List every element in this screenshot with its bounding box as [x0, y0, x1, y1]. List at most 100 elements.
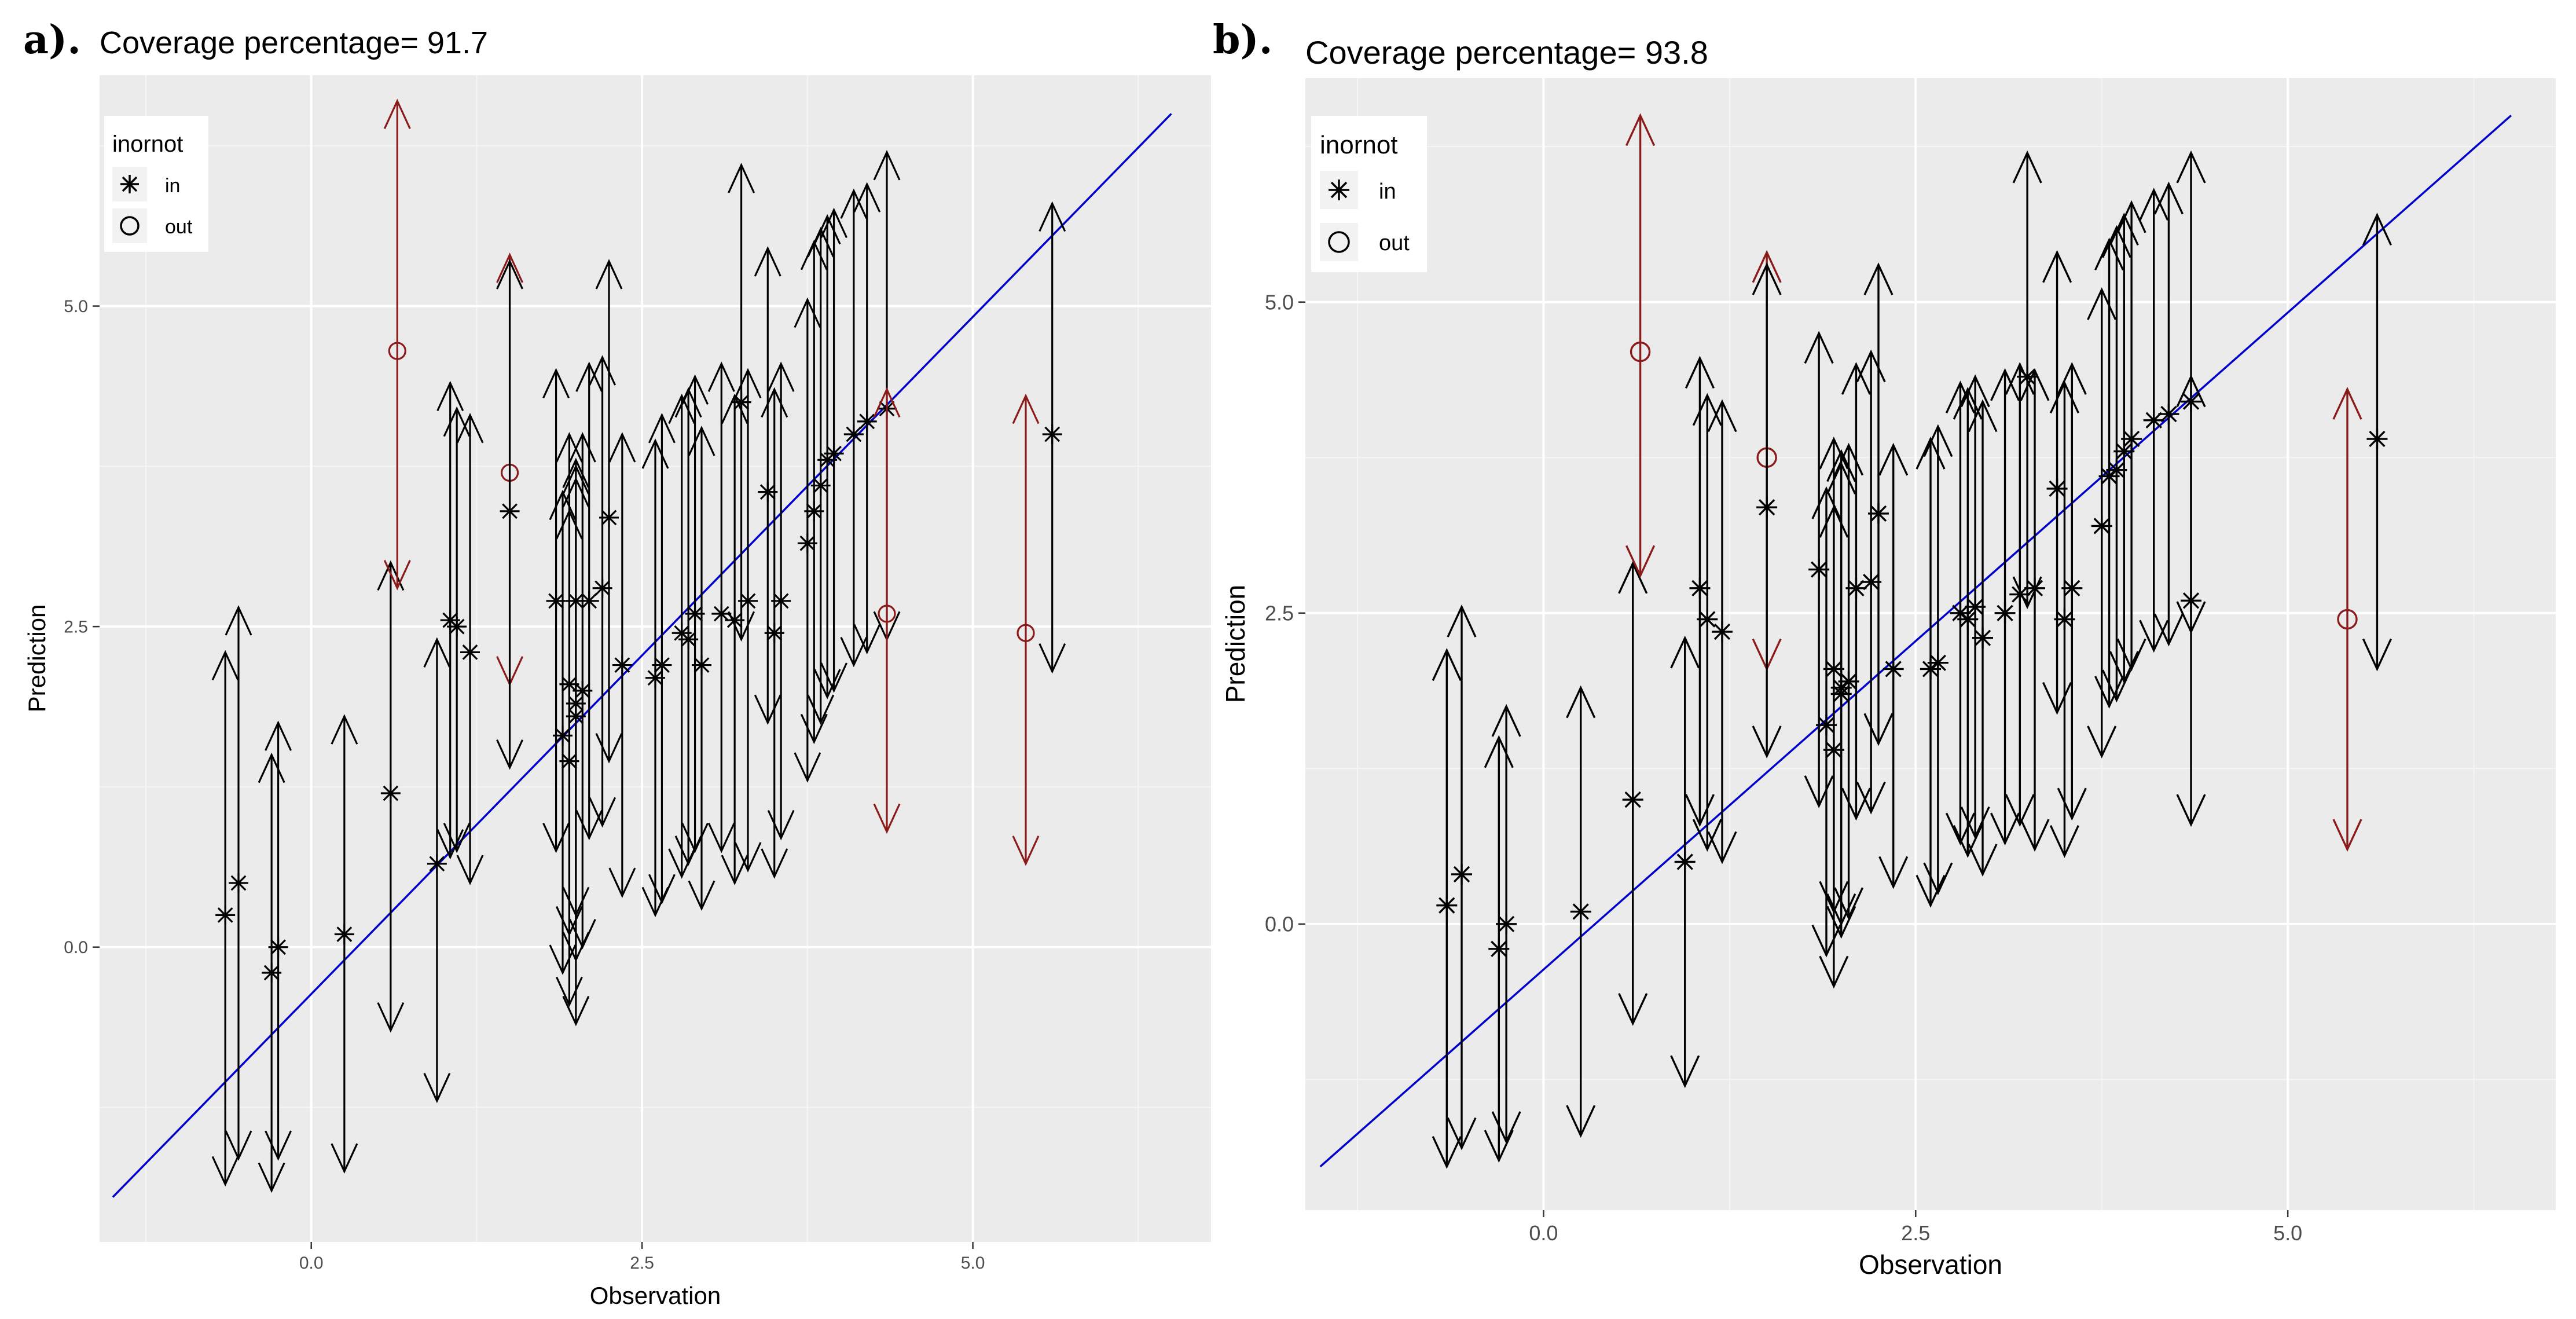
point-marker-in	[2121, 428, 2142, 450]
data-point-in	[568, 432, 596, 950]
interval-arrow-down	[595, 732, 623, 764]
panel-a-marks	[211, 98, 1066, 1193]
data-point-in	[1968, 399, 1998, 877]
y-tick-label: 2.5	[1265, 601, 1294, 625]
interval-arrow-up	[383, 98, 411, 129]
interval-arrow-down	[728, 611, 755, 642]
interval-arrow-down	[1916, 874, 1946, 908]
interval-arrow-up	[496, 252, 524, 283]
data-point-in	[1826, 461, 1856, 939]
point-marker-in	[447, 617, 467, 637]
point-marker-out	[388, 342, 406, 360]
interval-arrow-up	[575, 361, 603, 392]
interval-arrow-down	[1953, 825, 1983, 858]
point-marker-in	[1972, 627, 1993, 648]
interval-arrow-up	[1484, 735, 1514, 768]
interval-arrow-up	[265, 720, 292, 751]
point-marker-in	[1927, 652, 1948, 673]
interval-arrow-up	[2139, 188, 2169, 221]
data-point-in	[1484, 735, 1514, 1163]
y-tick-label: 5.0	[1265, 290, 1294, 314]
interval-arrow-up	[688, 426, 715, 456]
point-marker-in	[500, 501, 520, 521]
data-point-in	[2049, 380, 2079, 858]
y-tick-label: 0.0	[64, 938, 88, 957]
data-point-in	[1566, 685, 1596, 1138]
point-marker-in	[427, 853, 447, 874]
interval-arrow-down	[549, 944, 577, 975]
interval-arrow-down	[813, 669, 841, 699]
interval-arrow-down	[331, 1143, 358, 1174]
point-marker-in	[559, 674, 579, 694]
interval-arrow-down	[568, 919, 596, 950]
data-point-in	[728, 163, 755, 642]
panel-a: a). Coverage percentage= 91.7 0.02.55.0 …	[23, 17, 1211, 1309]
interval-arrow-up	[456, 412, 484, 444]
interval-arrow-up	[2020, 368, 2050, 401]
data-point-in	[1856, 349, 1886, 815]
panel-b-legend-key-out-bg	[1320, 223, 1358, 261]
data-point-in	[2087, 287, 2117, 759]
panel-b: b). Coverage percentage= 93.8 0.02.55.0 …	[1213, 17, 2556, 1280]
interval-arrow-up	[734, 368, 762, 398]
interval-arrow-down	[608, 867, 636, 898]
interval-arrow-down	[734, 842, 762, 873]
x-tick-label: 5.0	[2273, 1221, 2302, 1245]
data-point-in	[1811, 486, 1841, 958]
interval-arrow-down	[2153, 613, 2184, 647]
point-marker-in	[1712, 621, 1733, 643]
panel-a-reference-line-group	[112, 113, 1172, 1198]
interval-arrow-up	[555, 432, 583, 463]
data-point-in	[761, 387, 788, 879]
data-point-out	[2332, 387, 2362, 852]
interval-arrow-up	[648, 412, 676, 444]
data-point-in	[1863, 262, 1894, 746]
data-point-in	[1491, 704, 1521, 1144]
interval-arrow-down	[853, 624, 881, 655]
data-point-in	[767, 361, 795, 841]
interval-arrow-down	[1432, 1136, 1462, 1169]
panel-b-y-axis-title: Prediction	[1220, 585, 1250, 704]
data-point-in	[331, 714, 358, 1174]
data-point-in	[549, 489, 577, 975]
interval-arrow-down	[648, 874, 676, 905]
interval-arrow-down	[721, 855, 748, 885]
interval-arrow-up	[1826, 461, 1856, 494]
data-point-in	[225, 605, 252, 1161]
y-tick-label: 2.5	[64, 618, 88, 637]
interval-arrow-down	[1826, 906, 1856, 939]
interval-arrow-up	[1670, 635, 1700, 669]
data-point-out	[1625, 113, 1656, 578]
data-point-in	[734, 368, 762, 873]
interval-arrow-up	[794, 297, 821, 328]
data-point-in	[1752, 262, 1782, 759]
interval-arrow-down	[1834, 887, 1864, 921]
point-marker-in	[579, 591, 599, 611]
interval-arrow-down	[1819, 955, 1849, 989]
interval-arrow-down	[589, 797, 617, 828]
data-point-in	[1804, 331, 1834, 808]
interval-arrow-up	[549, 489, 577, 521]
data-point-in	[2057, 362, 2087, 821]
point-marker-in	[1838, 671, 1859, 692]
interval-arrow-down	[707, 822, 735, 853]
data-point-in	[542, 368, 570, 853]
interval-arrow-down	[2087, 726, 2117, 759]
interval-arrow-up	[1945, 380, 1975, 414]
point-marker-in	[2061, 577, 2083, 599]
point-marker-in	[1756, 497, 1778, 518]
interval-arrow-down	[2005, 794, 2035, 827]
data-point-in	[1039, 201, 1066, 674]
interval-arrow-up	[1953, 387, 1983, 420]
interval-arrow-up	[668, 393, 696, 424]
interval-arrow-down	[2176, 794, 2206, 827]
panel-b-title: Coverage percentage= 93.8	[1305, 34, 1708, 71]
data-point-in	[2101, 225, 2131, 703]
point-marker-in	[1994, 602, 2016, 624]
panel-a-legend-title: inornot	[112, 131, 183, 157]
panel-b-x-ticks: 0.0 2.5 5.0	[1529, 1210, 2302, 1245]
panel-a-title: Coverage percentage= 91.7	[100, 25, 488, 60]
interval-arrow-up	[562, 457, 590, 488]
interval-arrow-down	[1447, 1117, 1477, 1151]
data-point-in	[2116, 200, 2146, 672]
